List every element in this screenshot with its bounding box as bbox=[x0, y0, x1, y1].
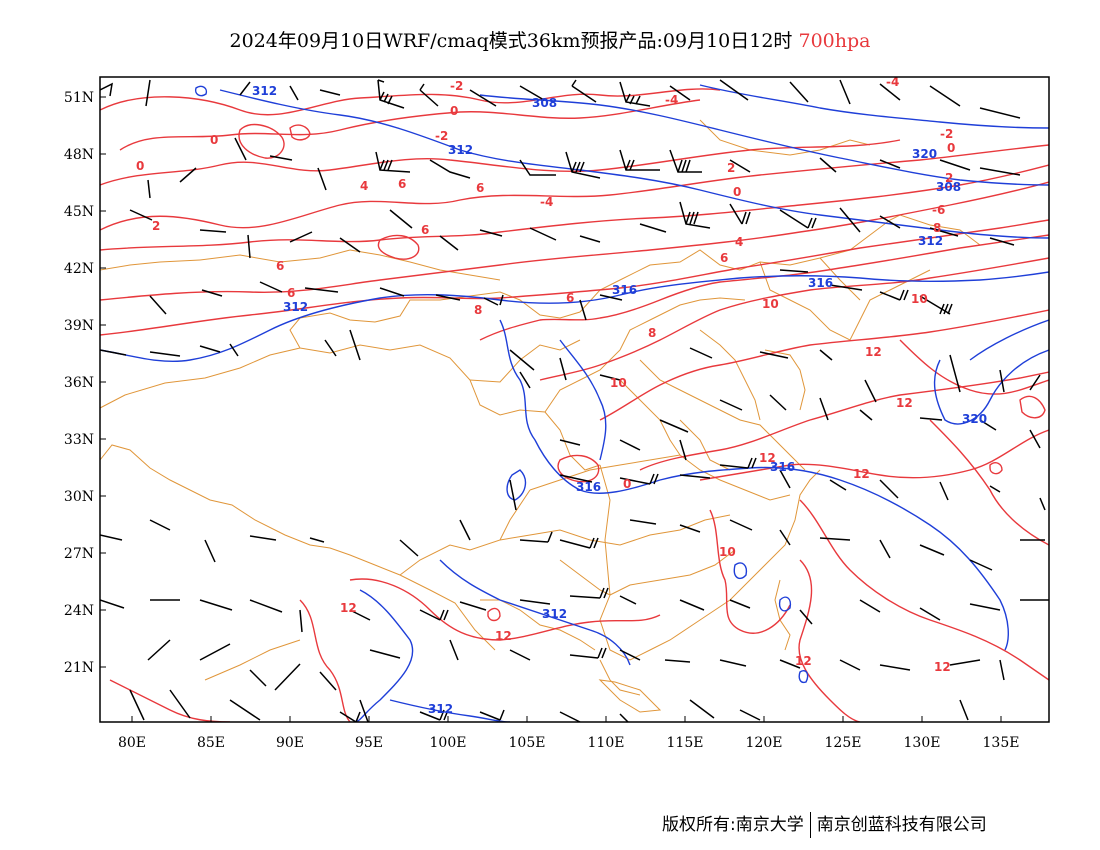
copyright-company: 南京创蓝科技有限公司 bbox=[816, 815, 987, 835]
temp-label: -2 bbox=[435, 129, 448, 143]
height-label: 312 bbox=[252, 84, 277, 98]
title-level: 700hpa bbox=[798, 30, 871, 52]
temp-label: 6 bbox=[287, 286, 295, 300]
y-tick-label: 45N bbox=[64, 204, 94, 220]
temp-label: 0 bbox=[623, 477, 631, 491]
temp-label: 6 bbox=[276, 259, 284, 273]
temp-label: 8 bbox=[474, 303, 482, 317]
x-tick-label: 110E bbox=[588, 735, 625, 751]
temp-label: 2 bbox=[945, 171, 953, 185]
height-label: 312 bbox=[428, 702, 453, 716]
x-tick-label: 135E bbox=[983, 735, 1020, 751]
y-tick-label: 33N bbox=[64, 432, 94, 448]
temp-label: 8 bbox=[933, 221, 941, 235]
temp-label: 12 bbox=[934, 660, 951, 674]
contour-labels: -2 -2 -2 -4 -4 -4 0 0 0 0 0 4 4 6 6 6 6 … bbox=[136, 75, 987, 716]
temp-label: 10 bbox=[762, 297, 779, 311]
temp-label: 6 bbox=[720, 251, 728, 265]
temp-label: 12 bbox=[340, 601, 357, 615]
height-contours bbox=[100, 84, 1049, 722]
height-label: 308 bbox=[936, 180, 961, 194]
temp-label: -4 bbox=[540, 195, 553, 209]
x-tick-label: 125E bbox=[825, 735, 862, 751]
boundary-lines bbox=[100, 119, 981, 713]
title-main: 2024年09月10日WRF/cmaq模式36km预报产品:09月10日12时 bbox=[229, 30, 793, 52]
temp-label: 6 bbox=[476, 181, 484, 195]
temp-label: 0 bbox=[450, 104, 458, 118]
x-tick-label: 100E bbox=[430, 735, 467, 751]
x-tick-label: 80E bbox=[118, 735, 146, 751]
x-tick-label: 130E bbox=[904, 735, 941, 751]
y-tick-label: 42N bbox=[64, 261, 94, 277]
height-label: 320 bbox=[912, 147, 937, 161]
temp-label: -4 bbox=[886, 75, 899, 89]
y-tick-label: 36N bbox=[64, 375, 94, 391]
y-tick-label: 51N bbox=[64, 90, 94, 106]
height-label: 312 bbox=[918, 234, 943, 248]
height-label: 316 bbox=[770, 460, 795, 474]
temp-label: 6 bbox=[566, 291, 574, 305]
temp-label: -6 bbox=[932, 203, 945, 217]
temp-label: 10 bbox=[610, 376, 627, 390]
y-axis-labels: 51N 48N 45N 42N 39N 36N 33N 30N 27N 24N … bbox=[64, 90, 94, 676]
x-tick-label: 95E bbox=[355, 735, 383, 751]
y-tick-label: 27N bbox=[64, 546, 94, 562]
temp-label: 12 bbox=[865, 345, 882, 359]
height-label: 316 bbox=[808, 276, 833, 290]
temp-label: 2 bbox=[727, 161, 735, 175]
footer-divider bbox=[809, 812, 811, 838]
temperature-contours bbox=[100, 88, 1049, 722]
x-tick-label: 90E bbox=[276, 735, 304, 751]
temp-label: 8 bbox=[648, 326, 656, 340]
height-label: 312 bbox=[283, 300, 308, 314]
temp-label: 12 bbox=[495, 629, 512, 643]
y-tick-label: 39N bbox=[64, 318, 94, 334]
x-tick-label: 85E bbox=[197, 735, 225, 751]
temp-label: -4 bbox=[665, 93, 678, 107]
height-label: 312 bbox=[542, 607, 567, 621]
x-axis-labels: 80E 85E 90E 95E 100E 105E 110E 115E 120E… bbox=[118, 735, 1020, 751]
height-label: 316 bbox=[576, 480, 601, 494]
temp-label: 0 bbox=[136, 159, 144, 173]
temp-label: 12 bbox=[853, 467, 870, 481]
x-tick-label: 120E bbox=[746, 735, 783, 751]
height-label: 320 bbox=[962, 412, 987, 426]
temp-label: 12 bbox=[795, 654, 812, 668]
temp-label: 4 bbox=[735, 235, 743, 249]
temp-label: 4 bbox=[360, 179, 368, 193]
y-tick-label: 48N bbox=[64, 147, 94, 163]
x-tick-label: 115E bbox=[667, 735, 704, 751]
temp-label: 12 bbox=[896, 396, 913, 410]
temp-label: 2 bbox=[152, 219, 160, 233]
copyright-footer: 版权所有:南京大学 南京创蓝科技有限公司 bbox=[662, 810, 987, 838]
height-label: 316 bbox=[612, 283, 637, 297]
temp-label: 6 bbox=[421, 223, 429, 237]
plot-area bbox=[100, 77, 1049, 722]
height-label: 312 bbox=[448, 143, 473, 157]
temp-label: 0 bbox=[733, 185, 741, 199]
temp-label: -2 bbox=[940, 127, 953, 141]
plot-frame bbox=[99, 76, 1050, 723]
temp-label: 6 bbox=[398, 177, 406, 191]
chart-title: 2024年09月10日WRF/cmaq模式36km预报产品:09月10日12时 … bbox=[0, 26, 1100, 53]
temp-label: 10 bbox=[719, 545, 736, 559]
temp-label: -2 bbox=[450, 79, 463, 93]
y-tick-label: 24N bbox=[64, 603, 94, 619]
height-label: 308 bbox=[532, 96, 557, 110]
wind-barbs bbox=[100, 79, 1049, 722]
y-tick-label: 21N bbox=[64, 660, 94, 676]
x-tick-label: 105E bbox=[509, 735, 546, 751]
temp-label: 0 bbox=[947, 141, 955, 155]
copyright-owner: 版权所有:南京大学 bbox=[662, 815, 804, 835]
y-tick-label: 30N bbox=[64, 489, 94, 505]
tick-marks bbox=[100, 96, 1002, 722]
temp-label: 12 bbox=[759, 451, 776, 465]
temp-label: 10 bbox=[911, 292, 928, 306]
temp-label: 0 bbox=[210, 133, 218, 147]
